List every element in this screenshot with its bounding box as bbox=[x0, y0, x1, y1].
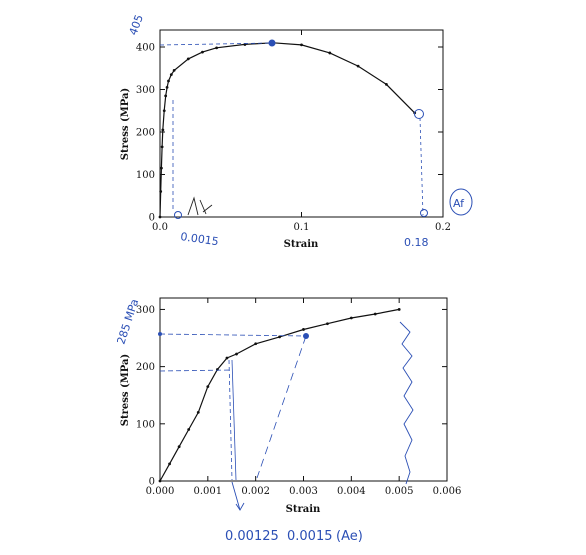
data-point bbox=[196, 410, 200, 414]
chart-2-xlabel: Strain bbox=[286, 504, 321, 515]
y-tick-label: 300 bbox=[136, 305, 155, 316]
data-point bbox=[397, 308, 401, 311]
data-point bbox=[164, 94, 168, 98]
data-point bbox=[201, 50, 204, 54]
chart-1-plot-frame bbox=[159, 29, 444, 218]
chart-1-ticks bbox=[159, 30, 444, 218]
y-tick-label: 200 bbox=[136, 128, 155, 139]
x-tick-label: 0.1 bbox=[294, 222, 310, 233]
x-tick-label: 0.002 bbox=[241, 486, 270, 497]
chart-2-ylabel: Stress (MPa) bbox=[120, 354, 131, 426]
y-tick-label: 100 bbox=[136, 419, 155, 430]
data-point bbox=[160, 166, 163, 170]
data-point bbox=[328, 51, 332, 55]
y-tick-label: 100 bbox=[136, 170, 155, 181]
data-point bbox=[158, 479, 162, 483]
data-point bbox=[385, 83, 388, 86]
data-point bbox=[177, 445, 181, 449]
data-point bbox=[165, 85, 169, 89]
y-tick-label: 0 bbox=[149, 213, 155, 224]
data-point bbox=[160, 145, 164, 149]
chart-1-annotation-strain: 0.0015 bbox=[180, 230, 220, 248]
data-point bbox=[172, 68, 176, 72]
chart-1-ylabel: Stress (MPa) bbox=[120, 88, 131, 160]
chart-1-annotation-018: 0.18 bbox=[404, 236, 429, 249]
data-point bbox=[187, 428, 191, 431]
chart-1-handwritten-marks bbox=[159, 39, 473, 219]
data-point bbox=[169, 73, 173, 77]
data-point bbox=[349, 316, 353, 320]
chart-2-series-line bbox=[159, 308, 400, 482]
data-point bbox=[302, 328, 305, 331]
data-point bbox=[215, 46, 219, 50]
x-tick-label: 0.0 bbox=[152, 222, 168, 233]
data-point bbox=[159, 190, 163, 193]
x-tick-label: 0.2 bbox=[435, 222, 451, 233]
x-tick-label: 0.004 bbox=[337, 486, 366, 497]
x-tick-label: 0.003 bbox=[289, 486, 318, 497]
data-point bbox=[373, 312, 377, 316]
chart-2-data-points bbox=[158, 308, 401, 483]
chart-2: 0.000 0.001 0.002 0.003 0.004 0.005 0.006 0 100 2… bbox=[114, 297, 461, 544]
data-point bbox=[300, 43, 303, 47]
data-point bbox=[161, 128, 165, 132]
chart-2-annotation-ae: (Ae) bbox=[336, 529, 363, 544]
data-point bbox=[168, 462, 171, 466]
y-tick-label: 200 bbox=[136, 362, 155, 373]
data-point bbox=[278, 335, 281, 339]
data-point bbox=[326, 322, 329, 326]
y-tick-label: 400 bbox=[136, 43, 155, 54]
data-point bbox=[206, 385, 210, 389]
x-tick-label: 0.005 bbox=[385, 486, 414, 497]
chart-2-tick-labels: 0.000 0.001 0.002 0.003 0.004 0.005 0.006 0 100 2… bbox=[136, 305, 461, 497]
chart-1-data-points bbox=[158, 41, 417, 219]
y-tick-label: 0 bbox=[149, 477, 155, 488]
chart-2-annotation-00015: 0.0015 bbox=[287, 529, 333, 544]
data-point bbox=[162, 109, 166, 113]
data-point bbox=[167, 79, 170, 83]
data-point bbox=[158, 215, 162, 219]
chart-1-annotation-405: 405 bbox=[127, 13, 146, 37]
chart-1-tick-labels: 0.0 0.1 0.2 0 100 200 300 400 bbox=[136, 43, 451, 234]
chart-1-series-line bbox=[159, 42, 416, 218]
x-tick-label: 0.001 bbox=[194, 486, 223, 497]
y-tick-label: 300 bbox=[136, 85, 155, 96]
chart-1: 0.0 0.1 0.2 0 100 200 300 400 Strain Stress (MP… bbox=[120, 13, 473, 250]
data-point bbox=[186, 57, 190, 61]
x-tick-label: 0.000 bbox=[146, 486, 175, 497]
data-point bbox=[356, 64, 360, 68]
chart-1-xlabel: Strain bbox=[284, 239, 319, 250]
chart-2-handwritten-marks bbox=[158, 321, 414, 511]
chart-2-annotation-000125: 0.00125 bbox=[225, 529, 279, 544]
x-tick-label: 0.006 bbox=[433, 486, 462, 497]
chart-1-annotation-af: Af bbox=[453, 197, 465, 210]
data-point bbox=[254, 342, 258, 346]
chart-2-annotation-285mpa: 285 MPa bbox=[114, 297, 141, 346]
data-point bbox=[235, 352, 238, 356]
data-point bbox=[225, 356, 229, 360]
